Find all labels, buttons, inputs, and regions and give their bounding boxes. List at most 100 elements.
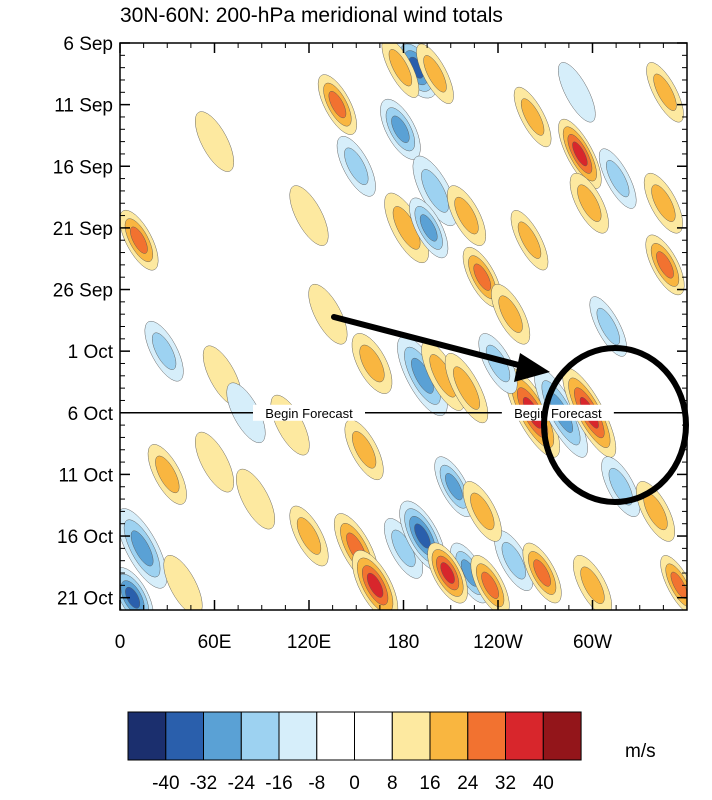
contour-feature [522, 542, 562, 604]
contour-feature [444, 353, 489, 424]
colorbar-swatch [391, 711, 431, 761]
colorbar-swatch [165, 711, 205, 761]
contour-feature [569, 172, 609, 234]
contour-feature [380, 98, 421, 160]
colorbar-tick-label: 24 [457, 773, 479, 794]
contour-feature [120, 508, 168, 589]
colorbar-tick-label: 40 [533, 773, 554, 794]
y-tick-label: 11 Oct [58, 465, 113, 486]
colorbar-swatch [505, 711, 544, 761]
y-tick-label: 11 Sep [54, 96, 113, 117]
colorbar-tick-label: -24 [228, 773, 256, 794]
contour-feature [289, 185, 329, 246]
contour-feature [558, 118, 602, 189]
contour-feature [427, 542, 468, 604]
colorbar: -40 -32 -24 -16 -8 0 8 16 24 32 40 [127, 711, 582, 794]
contour-feature [308, 283, 348, 345]
contour-band [501, 542, 526, 580]
contour-band [419, 214, 438, 242]
contour-band [608, 468, 633, 506]
contour-feature [163, 555, 203, 610]
contour-band [388, 49, 413, 87]
contour-band [421, 169, 449, 213]
forecast-label: Begin Forecast [514, 406, 602, 421]
contour-feature [317, 74, 357, 135]
contour-band [445, 473, 463, 501]
contour-feature [491, 283, 531, 345]
contour-band [163, 555, 203, 610]
annotation-arrow [331, 314, 550, 382]
contour-feature [412, 155, 458, 227]
contour-feature [120, 209, 159, 271]
contour-band [520, 98, 545, 136]
y-tick-label: 26 Sep [53, 281, 113, 302]
forecast-line-group: Begin Forecast Begin Forecast [120, 404, 687, 421]
y-tick-label: 6 Oct [68, 404, 114, 425]
contour-feature [434, 456, 474, 517]
contour-feature [660, 555, 687, 610]
contour-feature [195, 431, 234, 493]
contour-band [651, 184, 676, 222]
contour-band [391, 115, 410, 143]
contour-band [558, 62, 596, 123]
colorbar-swatch [354, 711, 393, 761]
contour-feature [381, 43, 420, 98]
forecast-label-bg [501, 404, 614, 421]
contour-band [470, 492, 495, 531]
contour-band [423, 55, 447, 93]
x-tick-label: 120W [473, 632, 523, 653]
y-tick-label: 16 Oct [57, 527, 114, 548]
contour-band [328, 91, 347, 119]
colorbar-tick-label: 32 [495, 773, 516, 794]
colorbar-swatch [127, 711, 167, 761]
contour-feature [447, 185, 486, 246]
colorbar-tick-label: -8 [308, 773, 325, 794]
y-tick-label: 21 Oct [57, 589, 114, 610]
contour-band [344, 147, 369, 185]
y-axis: 6 Sep 11 Sep 16 Sep 21 Sep 26 Sep 1 Oct 6 Oct 1… [53, 34, 687, 610]
colorbar-swatch [316, 711, 356, 761]
contour-band [289, 185, 329, 246]
contour-feature [598, 148, 637, 209]
colorbar-tick-label: -40 [152, 773, 179, 794]
contour-band [473, 263, 492, 291]
colorbar-swatch [278, 711, 318, 761]
contour-feature [147, 444, 187, 505]
x-tick-label: 60E [198, 632, 232, 653]
colorbar-tick-label: 0 [349, 773, 360, 794]
contour-band [125, 586, 141, 609]
contour-feature [416, 43, 454, 104]
y-tick-label: 16 Sep [53, 157, 113, 178]
colorbar-swatch [467, 711, 507, 761]
contour-band [596, 307, 620, 346]
contour-band [155, 455, 180, 494]
contour-feature [645, 234, 685, 296]
colorbar-swatch [429, 711, 469, 761]
contour-band [453, 366, 480, 410]
chart-title: 30N-60N: 200-hPa meridional wind totals [120, 4, 503, 27]
contour-feature [643, 172, 683, 234]
colorbar-tick-label: 16 [419, 773, 440, 794]
contour-feature [558, 62, 596, 123]
contour-band [606, 160, 630, 198]
forecast-label-bg [253, 404, 365, 421]
annotation-circle [541, 345, 689, 505]
contour-band [577, 184, 602, 222]
colorbar-swatch [542, 711, 582, 761]
contour-feature [336, 136, 376, 197]
contour-band [440, 562, 455, 584]
contour-feature [589, 296, 628, 357]
contour-band [195, 431, 234, 493]
y-tick-label: 1 Oct [68, 342, 114, 363]
contour-band [533, 559, 551, 587]
contour-band [580, 566, 605, 604]
colorbar-tick-label: 8 [387, 773, 398, 794]
contour-feature [351, 333, 393, 394]
contour-band [656, 251, 674, 279]
contour-band [454, 196, 479, 235]
colorbar-tick-label: -16 [265, 773, 292, 794]
forecast-label: Begin Forecast [265, 406, 353, 421]
contour-feature [144, 320, 184, 382]
contour-feature [510, 210, 549, 271]
